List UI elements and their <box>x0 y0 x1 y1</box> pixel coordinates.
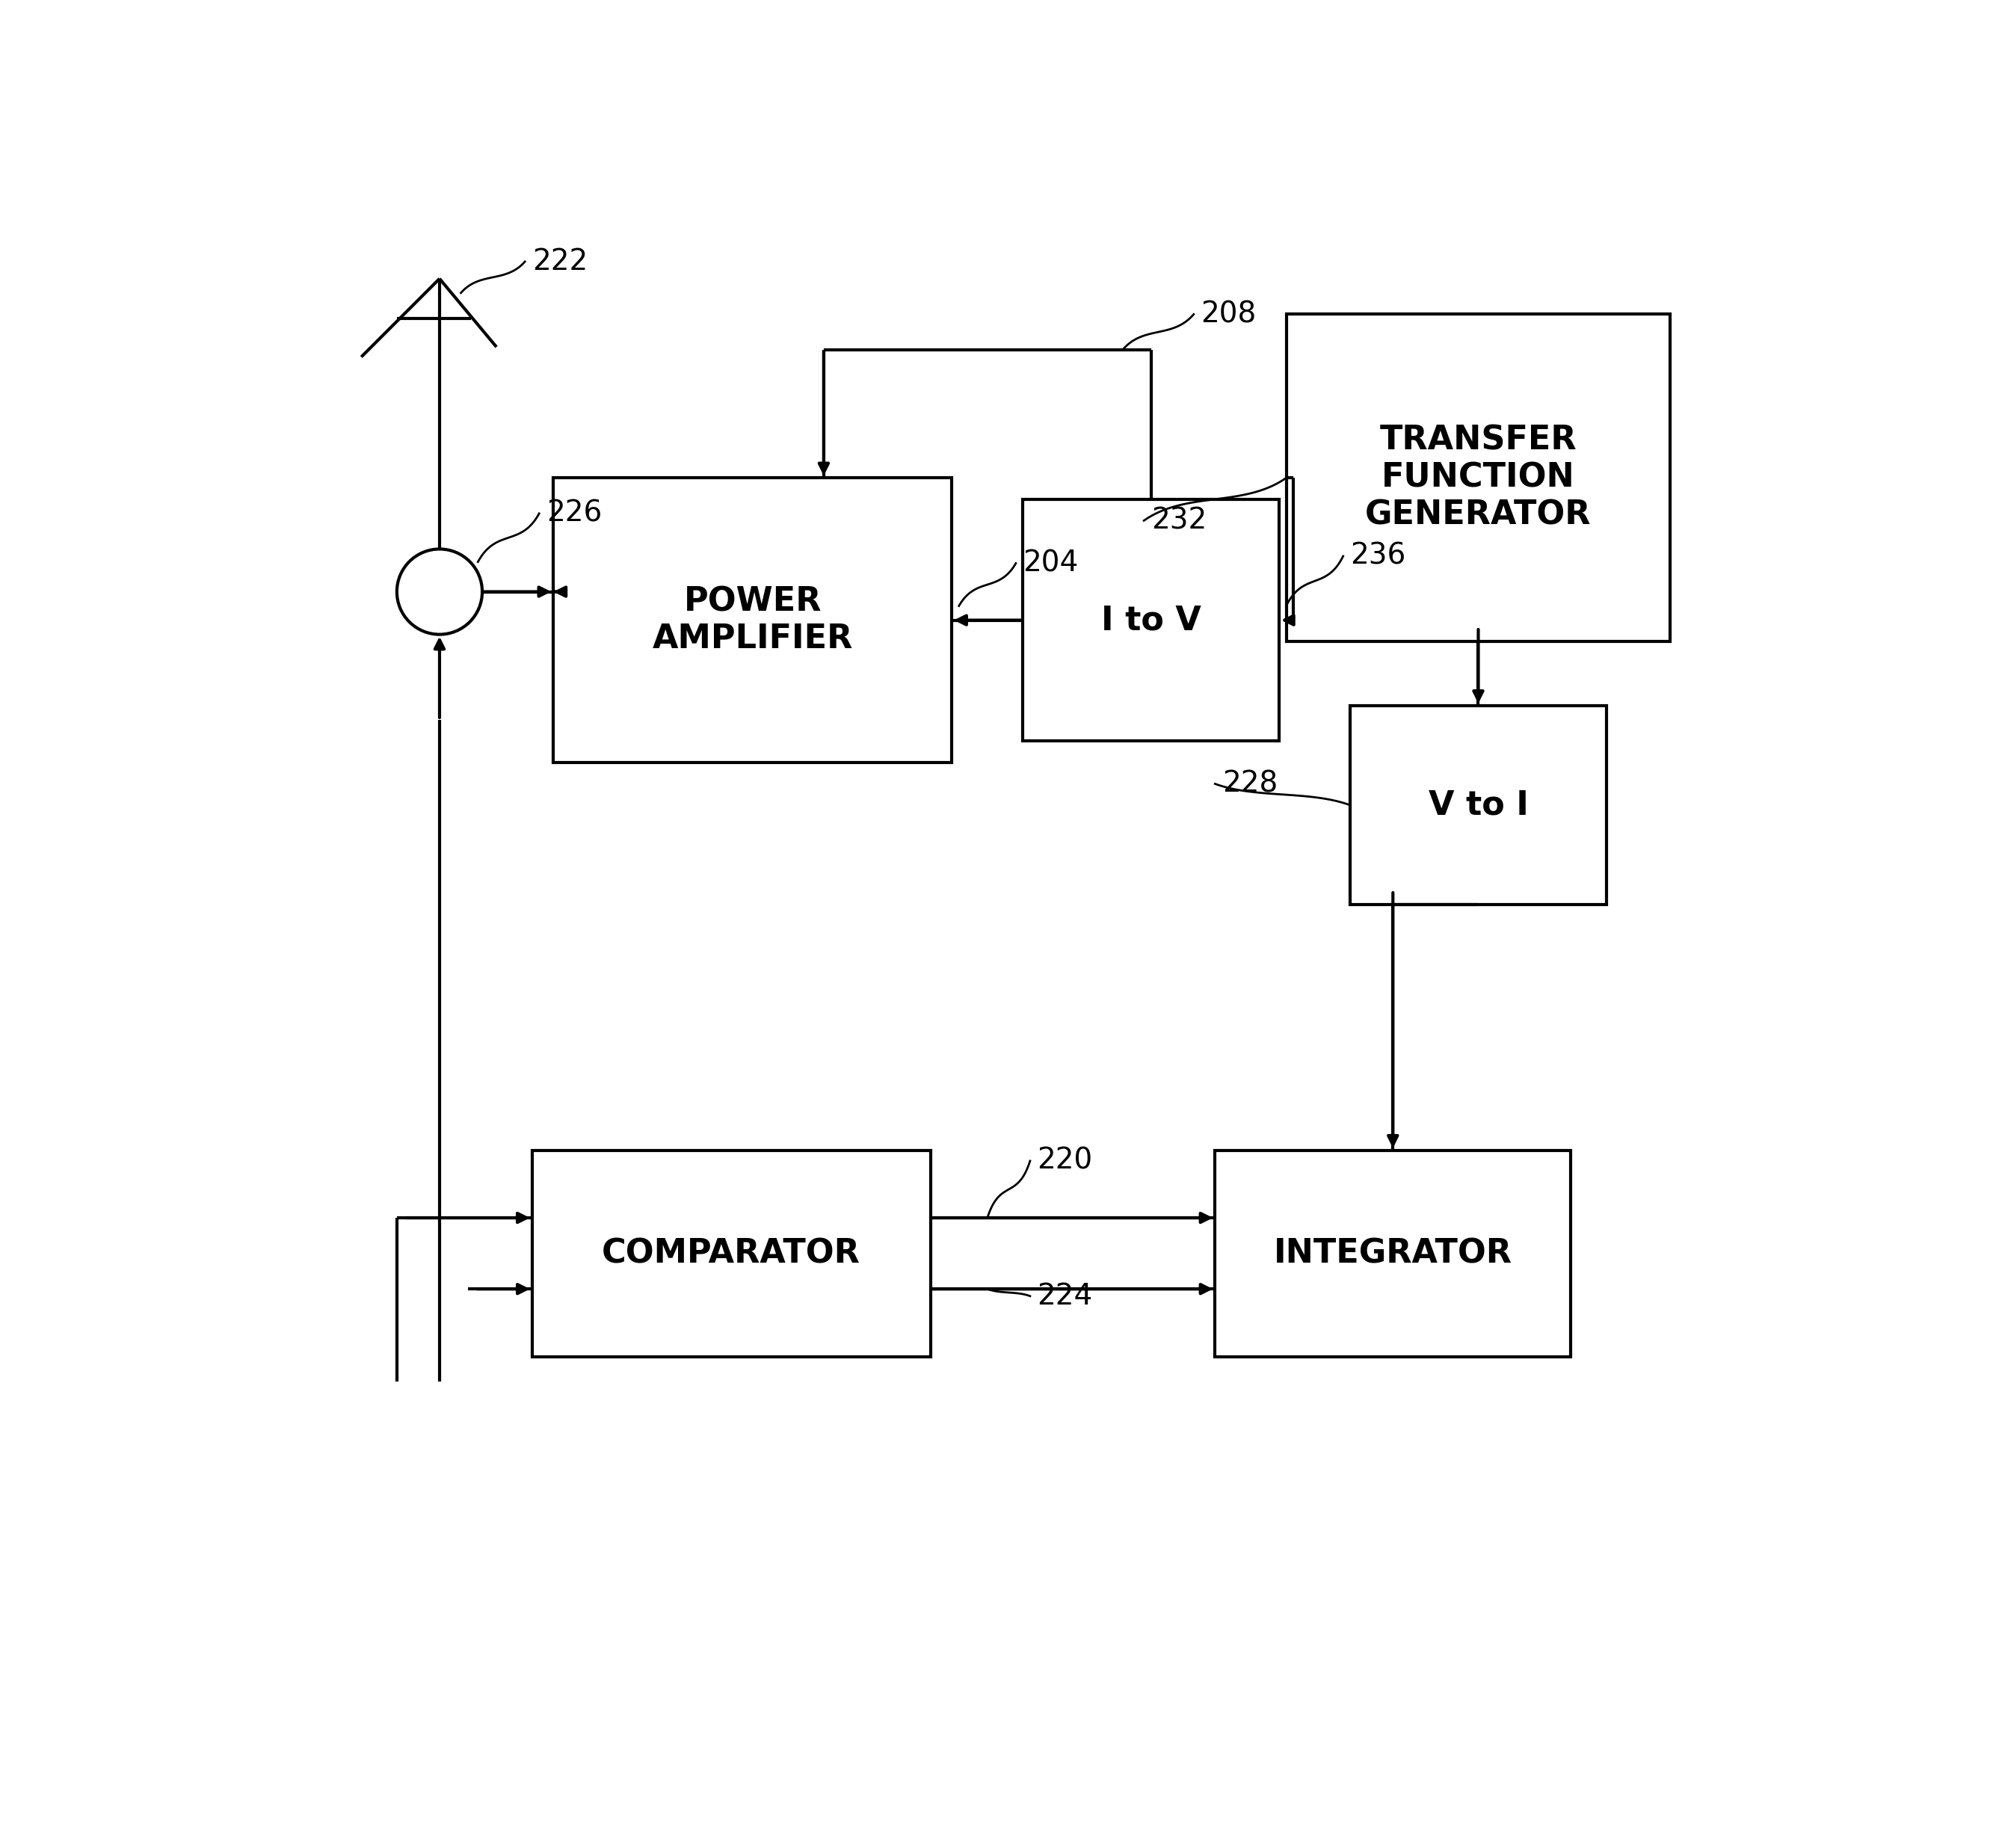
Text: V to I: V to I <box>1429 789 1529 821</box>
Bar <box>1024 499 1279 741</box>
Text: I to V: I to V <box>1102 604 1202 636</box>
Bar <box>553 479 952 763</box>
Text: 220: 220 <box>1038 1148 1092 1175</box>
Text: POWER
AMPLIFIER: POWER AMPLIFIER <box>653 586 852 654</box>
Text: 228: 228 <box>1222 769 1277 798</box>
Text: TRANSFER
FUNCTION
GENERATOR: TRANSFER FUNCTION GENERATOR <box>1365 425 1591 530</box>
Text: 222: 222 <box>533 248 587 275</box>
Text: COMPARATOR: COMPARATOR <box>603 1238 860 1270</box>
Bar <box>533 1149 930 1356</box>
Bar <box>1285 314 1671 641</box>
Bar <box>1216 1149 1571 1356</box>
Text: 236: 236 <box>1349 541 1405 571</box>
Text: INTEGRATOR: INTEGRATOR <box>1273 1238 1513 1270</box>
Text: 232: 232 <box>1152 506 1206 534</box>
Bar <box>1349 706 1607 906</box>
Text: 226: 226 <box>547 499 603 529</box>
Text: 208: 208 <box>1202 299 1255 329</box>
Text: 224: 224 <box>1038 1283 1092 1310</box>
Text: 204: 204 <box>1024 549 1078 577</box>
